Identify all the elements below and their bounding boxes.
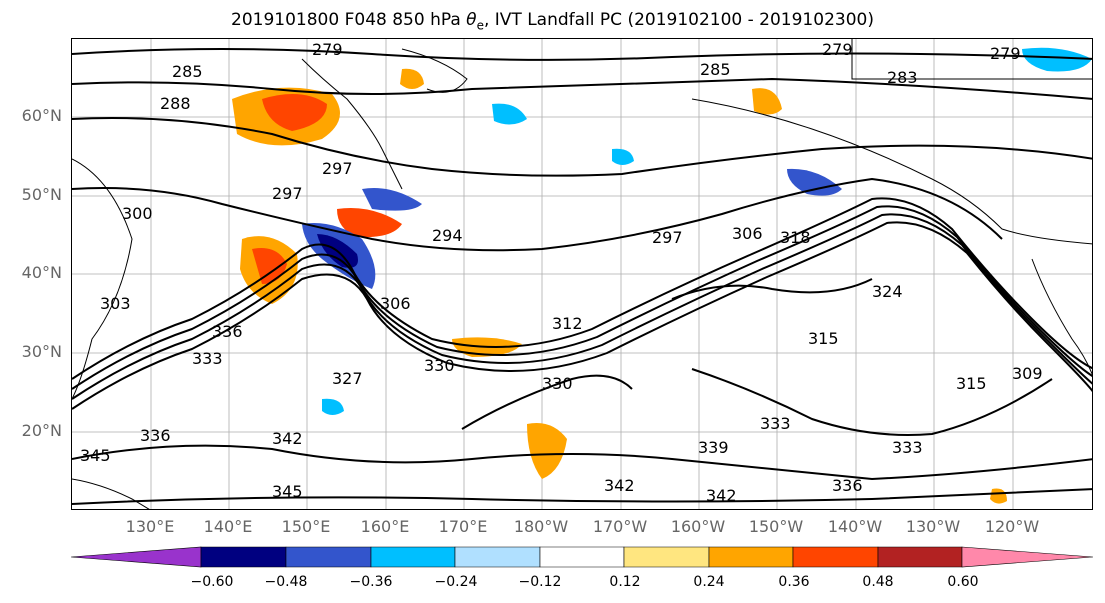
coastlines bbox=[72, 39, 1092, 509]
contour-label: 336 bbox=[832, 476, 863, 495]
contour-label: 297 bbox=[272, 184, 303, 203]
contour-label: 285 bbox=[700, 60, 731, 79]
contour-label: 297 bbox=[322, 159, 353, 178]
colorbar-cell bbox=[708, 546, 794, 568]
contour-label: 288 bbox=[160, 94, 191, 113]
contour-label: 333 bbox=[192, 349, 223, 368]
contour-label: 339 bbox=[698, 438, 729, 457]
lat-label-20n: 20°N bbox=[21, 421, 62, 440]
contour-label: 345 bbox=[80, 446, 111, 465]
colorbar-cell bbox=[961, 546, 1094, 568]
lon-label-150w: 150°W bbox=[748, 517, 804, 536]
colorbar-cell bbox=[877, 546, 963, 568]
lon-label-120w: 120°W bbox=[984, 517, 1040, 536]
contour-label: 279 bbox=[822, 40, 853, 59]
lat-label-40n: 40°N bbox=[21, 263, 62, 282]
colorbar bbox=[71, 546, 1094, 568]
colorbar-cell bbox=[71, 546, 202, 568]
lon-label-150e: 150°E bbox=[281, 517, 331, 536]
contour-label: 303 bbox=[100, 294, 131, 313]
colorbar-tick-label: −0.24 bbox=[434, 574, 478, 590]
contour-label: 342 bbox=[706, 486, 737, 505]
lon-label-160e: 160°E bbox=[360, 517, 410, 536]
contour-label: 345 bbox=[272, 482, 303, 501]
contour-label: 294 bbox=[432, 226, 463, 245]
contour-label: 330 bbox=[424, 356, 455, 375]
lon-label-160w: 160°W bbox=[670, 517, 726, 536]
contour-label: 315 bbox=[956, 374, 987, 393]
colorbar-cell bbox=[792, 546, 879, 568]
colorbar-cell bbox=[370, 546, 456, 568]
contour-label: 309 bbox=[1012, 364, 1043, 383]
contour-label: 312 bbox=[552, 314, 583, 333]
contour-label: 333 bbox=[760, 414, 791, 433]
colorbar-cell bbox=[200, 546, 287, 568]
colorbar-tick-label: −0.12 bbox=[518, 574, 562, 590]
colorbar-tick-label: 0.12 bbox=[609, 574, 641, 590]
contour-label: 306 bbox=[732, 224, 763, 243]
contour-label: 279 bbox=[990, 44, 1021, 63]
lon-label-170w: 170°W bbox=[592, 517, 648, 536]
contour-label: 279 bbox=[312, 40, 343, 59]
lon-label-140w: 140°W bbox=[827, 517, 883, 536]
contour-label: 315 bbox=[808, 329, 839, 348]
contour-label: 300 bbox=[122, 204, 153, 223]
colorbar-tick-label: 0.48 bbox=[862, 574, 894, 590]
lon-label-170e: 170°E bbox=[438, 517, 488, 536]
map-title: 2019101800 F048 850 hPa θe, IVT Landfall… bbox=[231, 10, 874, 33]
lon-label-130w: 130°W bbox=[905, 517, 961, 536]
graticule bbox=[72, 39, 1092, 509]
contour-label: 330 bbox=[542, 374, 573, 393]
contour-label: 285 bbox=[172, 62, 203, 81]
colorbar-tick-label: 0.24 bbox=[693, 574, 725, 590]
colorbar-tick-label: −0.60 bbox=[190, 574, 234, 590]
colorbar-tick-label: −0.36 bbox=[349, 574, 393, 590]
lat-label-30n: 30°N bbox=[21, 342, 62, 361]
colorbar-cell bbox=[285, 546, 372, 568]
colorbar-tick-label: 0.36 bbox=[778, 574, 810, 590]
contour-label: 297 bbox=[652, 228, 683, 247]
colorbar-tick-label: −0.48 bbox=[264, 574, 308, 590]
lon-label-140e: 140°E bbox=[203, 517, 253, 536]
contour-label: 342 bbox=[604, 476, 635, 495]
colorbar-cell bbox=[539, 546, 625, 568]
contour-label: 336 bbox=[140, 426, 171, 445]
contour-label: 336 bbox=[212, 322, 243, 341]
theta-e-contours bbox=[72, 48, 1092, 505]
contour-labels: 279 285 288 279 285 279 283 297 297 294 … bbox=[80, 40, 1043, 505]
lat-label-50n: 50°N bbox=[21, 185, 62, 204]
lon-label-180w: 180°W bbox=[513, 517, 569, 536]
contour-label: 324 bbox=[872, 282, 903, 301]
contour-label: 327 bbox=[332, 369, 363, 388]
colorbar-cell bbox=[454, 546, 541, 568]
contour-label: 283 bbox=[887, 68, 918, 87]
lon-label-130e: 130°E bbox=[125, 517, 175, 536]
map-panel: 279 285 288 279 285 279 283 297 297 294 … bbox=[71, 38, 1093, 510]
contour-label: 318 bbox=[780, 228, 811, 247]
colorbar-tick-label: 0.60 bbox=[947, 574, 979, 590]
contour-label: 333 bbox=[892, 438, 923, 457]
lat-label-60n: 60°N bbox=[21, 106, 62, 125]
contour-label: 342 bbox=[272, 429, 303, 448]
colorbar-cell bbox=[623, 546, 710, 568]
contour-label: 306 bbox=[380, 294, 411, 313]
shading-negative bbox=[302, 47, 1092, 415]
map-canvas: 279 285 288 279 285 279 283 297 297 294 … bbox=[72, 39, 1092, 509]
